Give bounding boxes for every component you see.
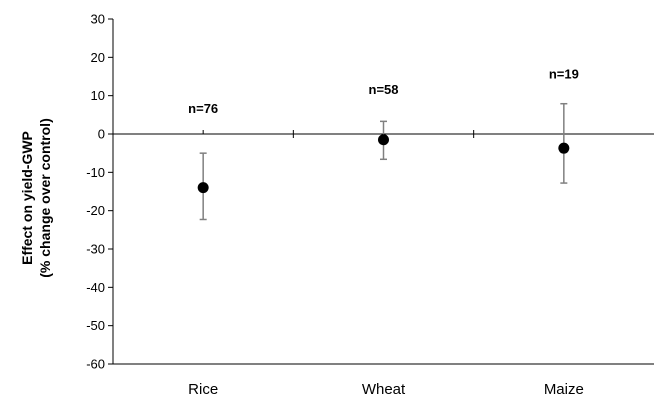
y-tick-label: -30 — [86, 242, 105, 257]
data-point-wheat — [378, 134, 389, 146]
x-category-label-maize: Maize — [544, 381, 584, 397]
y-tick-label: -20 — [86, 203, 105, 218]
annotations-group: n=76 n=58 n=19 — [188, 67, 579, 117]
x-labels-group: Rice Wheat Maize — [188, 381, 584, 397]
y-ticks-group: 30 20 10 0 -10 -20 -30 -40 -50 -60 — [86, 12, 113, 372]
y-axis-label-group: Effect on yield-GWP (% change over contr… — [19, 118, 53, 277]
y-tick-label: 30 — [91, 12, 105, 27]
data-point-maize — [558, 142, 570, 154]
sample-size-label-rice: n=76 — [188, 101, 218, 116]
x-category-label-rice: Rice — [188, 381, 218, 397]
y-tick-label: 10 — [91, 88, 105, 103]
y-axis-label-line-2: (% change over control) — [37, 118, 53, 277]
data-point-rice — [197, 182, 209, 194]
points-group — [197, 134, 570, 194]
y-tick-label: -40 — [86, 280, 105, 295]
y-axis-label-line-1: Effect on yield-GWP — [19, 131, 35, 265]
y-tick-label: 0 — [98, 127, 105, 142]
x-category-label-wheat: Wheat — [362, 381, 406, 397]
y-tick-label: -60 — [86, 357, 105, 372]
y-tick-label: -50 — [86, 318, 105, 333]
sample-size-label-wheat: n=58 — [369, 82, 399, 97]
y-tick-label: 20 — [91, 50, 105, 65]
error-bars-group — [199, 102, 568, 221]
sample-size-label-maize: n=19 — [549, 67, 579, 82]
y-tick-label: -10 — [86, 165, 105, 180]
